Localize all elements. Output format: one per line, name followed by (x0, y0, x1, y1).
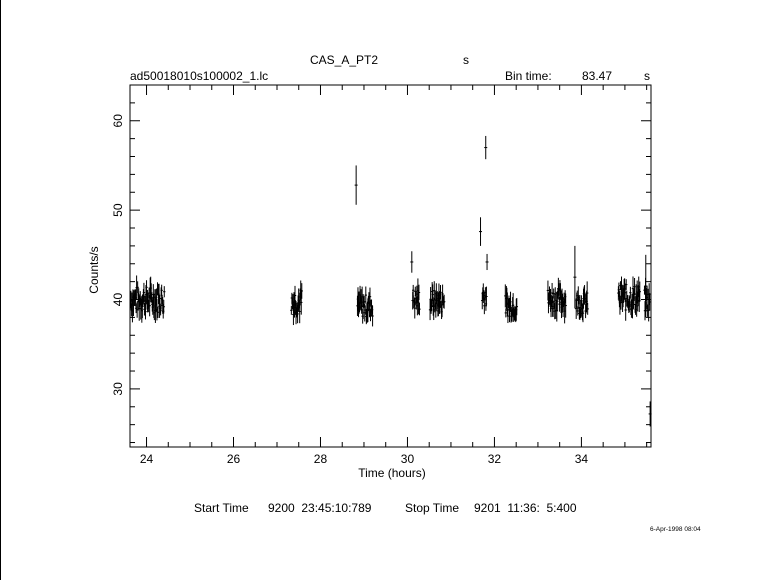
light-curve-segment (129, 275, 166, 323)
bin-time-label: Bin time: (505, 69, 552, 83)
light-curve-segment (290, 280, 303, 326)
data-marks (129, 135, 652, 427)
y-tick-label: 40 (111, 293, 125, 307)
x-tick-label: 32 (488, 452, 502, 466)
file-name-label: ad50018010s100002_1.lc (130, 69, 268, 83)
start-time-label: Start Time (194, 501, 249, 515)
x-tick-label: 26 (227, 452, 241, 466)
stop-time-label: Stop Time (405, 501, 459, 515)
y-tick-label: 60 (111, 114, 125, 128)
y-axis-label: Counts/s (87, 246, 101, 293)
x-axis-label: Time (hours) (358, 466, 426, 480)
axis-ticks: 24 26 28 30 32 34 30 40 50 60 (111, 84, 651, 466)
light-curve-segment (617, 276, 641, 321)
object-title: CAS_A_PT2 (310, 53, 378, 67)
x-tick-label: 24 (140, 452, 154, 466)
light-curve-segment (546, 277, 567, 324)
light-curve-segment (574, 281, 589, 323)
light-curve-segment (481, 283, 488, 315)
y-tick-label: 50 (111, 203, 125, 217)
light-curve-segment (356, 285, 374, 327)
bin-time-unit: s (644, 69, 650, 83)
bin-time-value: 83.47 (582, 69, 612, 83)
start-time-value: 9200 23:45:10:789 (268, 501, 372, 515)
window-left-border (0, 0, 1, 580)
plot-frame (129, 84, 652, 448)
x-tick-label: 28 (314, 452, 328, 466)
light-curve-segment (411, 278, 421, 319)
x-tick-label: 30 (401, 452, 415, 466)
light-curve-segment (428, 281, 446, 321)
plot-timestamp: 6-Apr-1998 08:04 (650, 526, 701, 533)
stop-time-value: 9201 11:36: 5:400 (474, 501, 577, 515)
y-tick-label: 30 (111, 382, 125, 396)
light-curve-segment (504, 284, 518, 324)
x-tick-label: 34 (575, 452, 589, 466)
title-unit-marker: s (463, 53, 469, 67)
